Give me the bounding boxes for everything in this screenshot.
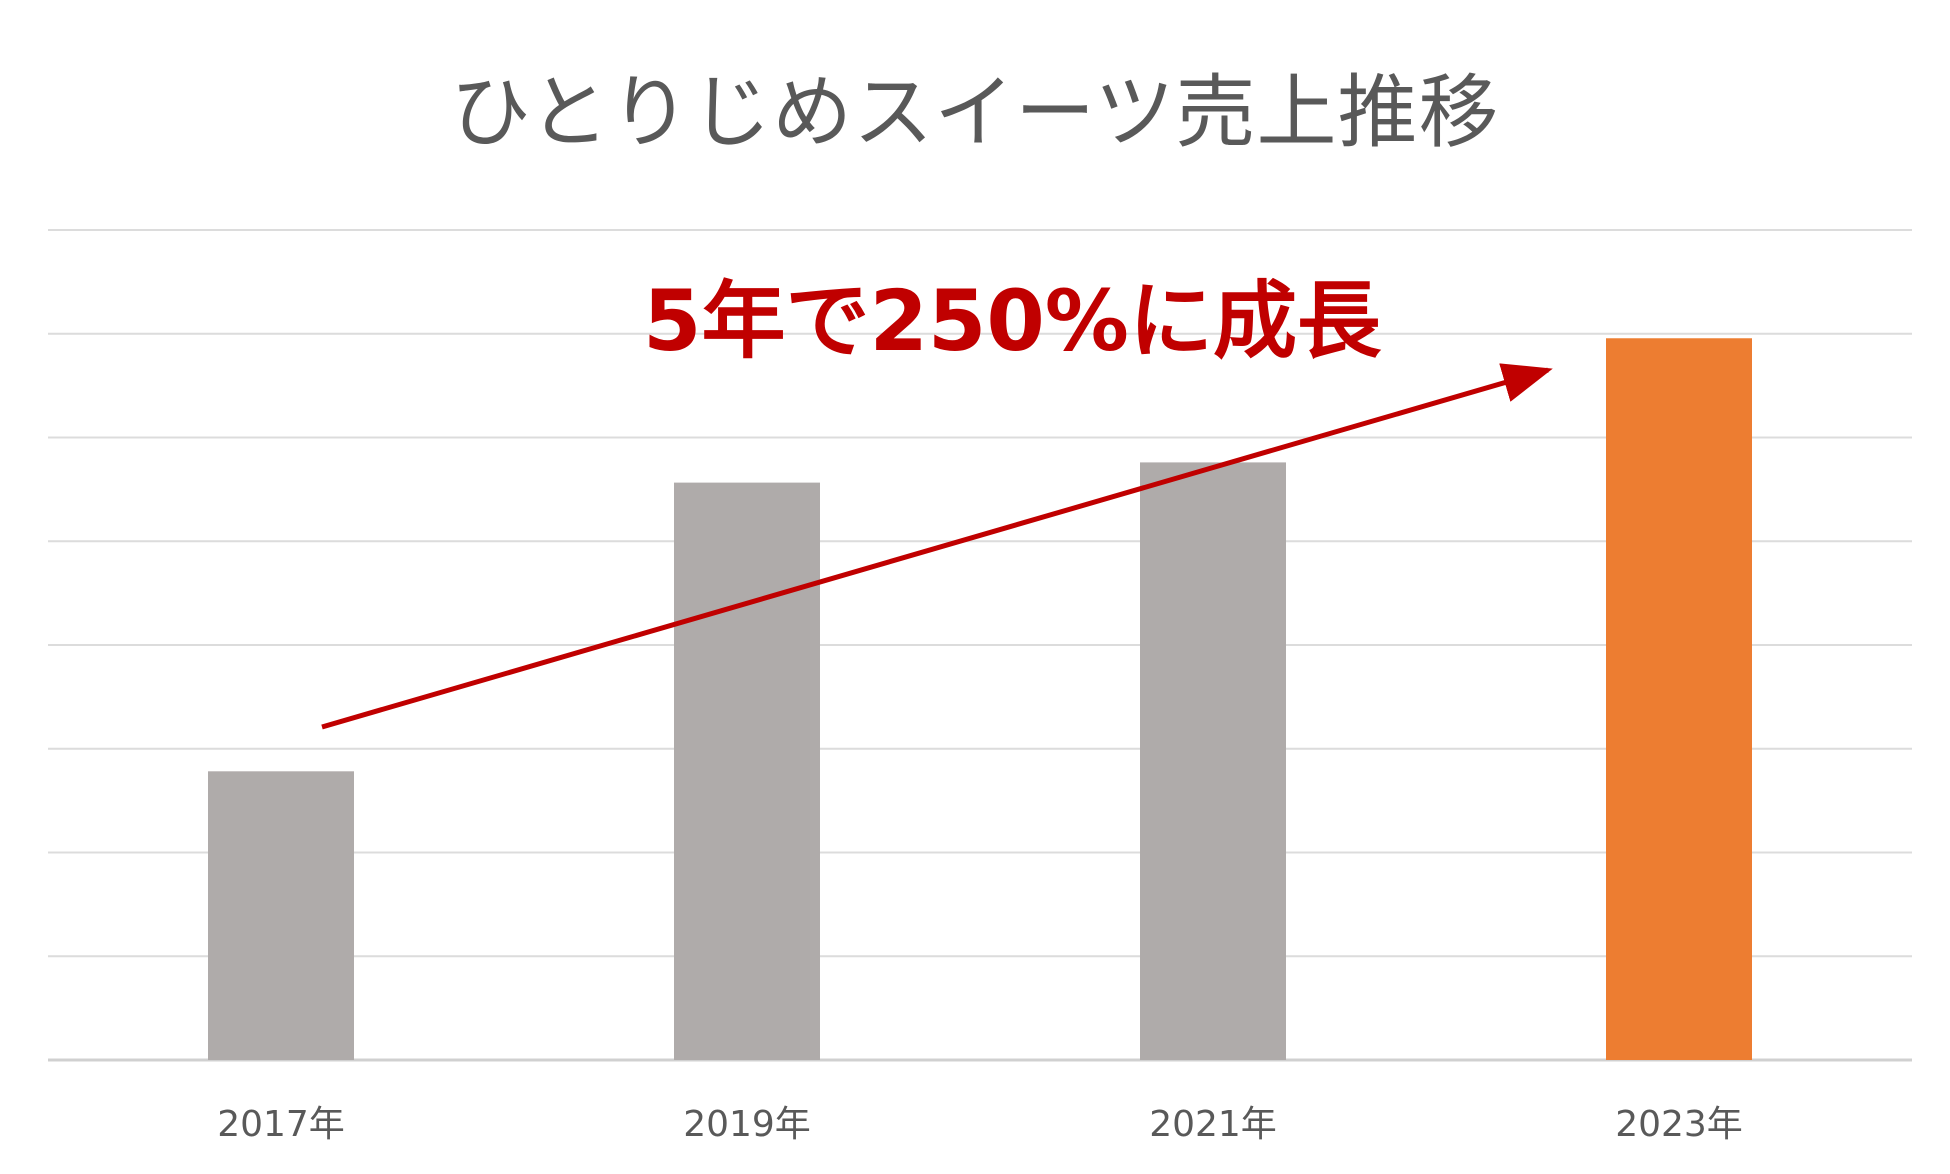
bars	[208, 338, 1752, 1060]
bar-2017年	[208, 771, 354, 1060]
x-tick-label: 2021年	[1149, 1104, 1277, 1145]
category-labels: 2017年 2019年 2021年 2023年	[217, 1104, 1743, 1145]
trend-arrow	[321, 363, 1553, 730]
x-tick-label: 2017年	[217, 1104, 345, 1145]
chart-title: ひとりじめスイーツ売上推移	[450, 66, 1500, 159]
gridlines	[48, 229, 1912, 1062]
x-tick-label: 2023年	[1615, 1104, 1743, 1145]
annotation: 5年で250%に成長	[321, 272, 1553, 730]
growth-annotation-text: 5年で250%に成長	[643, 272, 1382, 370]
bar-2021年	[1140, 462, 1286, 1060]
bar-2019年	[674, 482, 820, 1060]
x-tick-label: 2019年	[683, 1104, 811, 1145]
bar-2023年	[1606, 338, 1752, 1060]
